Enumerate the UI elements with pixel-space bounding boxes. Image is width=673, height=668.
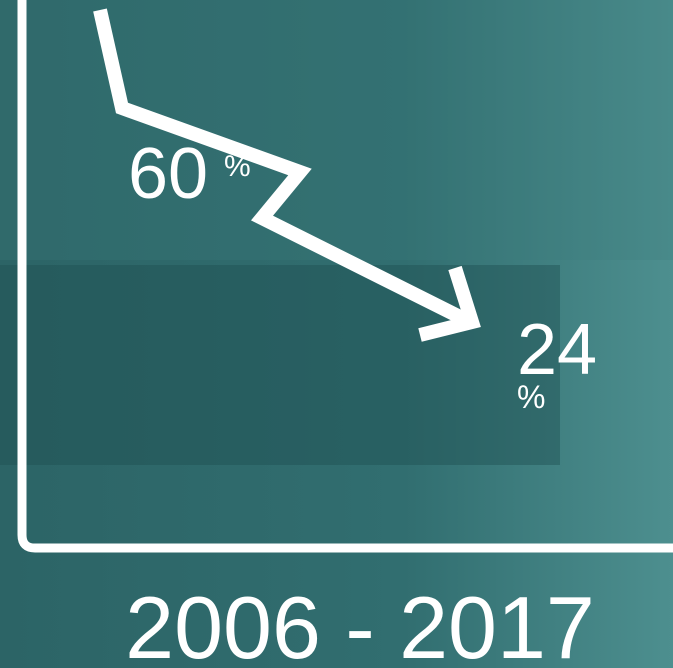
page: 60 % 24 % 2006 - 2017 (() => { const dat… bbox=[0, 0, 673, 668]
figure-unit: % bbox=[224, 150, 251, 183]
background-band bbox=[0, 265, 560, 465]
figure-number: 24 bbox=[517, 310, 597, 390]
figure-number: 60 bbox=[128, 134, 208, 214]
infographic: 60 % 24 % 2006 - 2017 bbox=[0, 0, 673, 668]
period: 2006 - 2017 bbox=[125, 578, 595, 668]
figure-unit: % bbox=[517, 379, 545, 415]
